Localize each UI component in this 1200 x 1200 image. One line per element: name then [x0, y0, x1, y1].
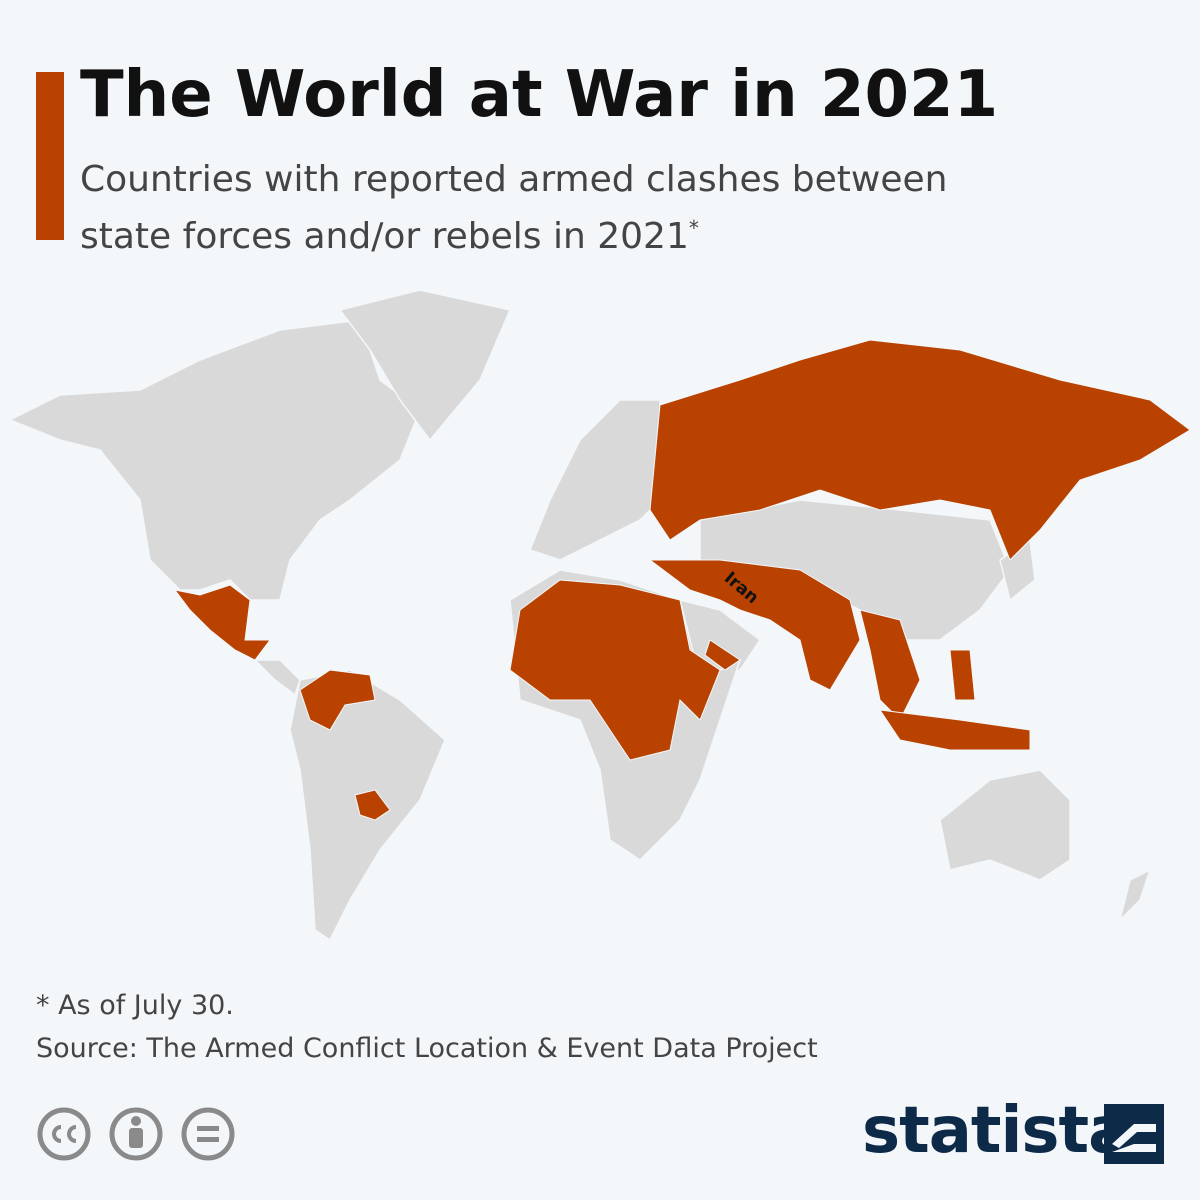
brand-logo	[1104, 1104, 1164, 1164]
world-map: Iran	[8, 289, 1191, 942]
license-icons	[37, 1107, 235, 1161]
subtitle-block: Countries with reported armed clashes be…	[80, 156, 980, 261]
brand: statista	[862, 1094, 1131, 1168]
subtitle-mark: *	[688, 216, 699, 240]
title: The World at War in 2021	[80, 58, 999, 132]
accent-bar	[36, 72, 64, 240]
subtitle: Countries with reported armed clashes be…	[80, 159, 948, 257]
footnote: * As of July 30.	[36, 990, 234, 1021]
source: Source: The Armed Conflict Location & Ev…	[36, 1033, 818, 1064]
land-conflict	[173, 339, 1191, 821]
